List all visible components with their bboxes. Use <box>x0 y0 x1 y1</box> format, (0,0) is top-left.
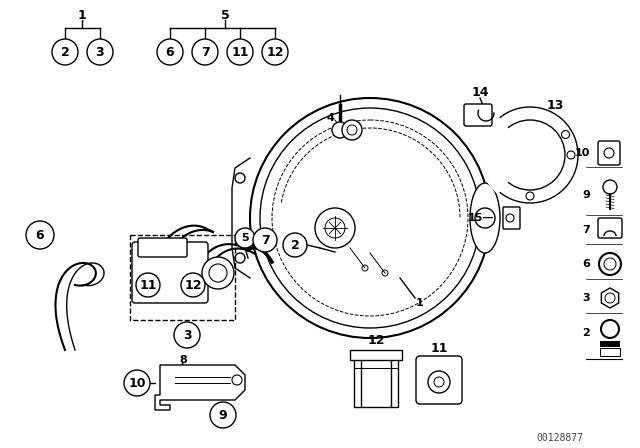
Circle shape <box>202 257 234 289</box>
Text: 7: 7 <box>200 46 209 59</box>
Bar <box>600 348 620 356</box>
Text: 10: 10 <box>128 376 146 389</box>
Text: 1: 1 <box>416 298 424 308</box>
Text: 9: 9 <box>219 409 227 422</box>
Text: 12: 12 <box>367 333 385 346</box>
Text: 12: 12 <box>266 46 284 59</box>
Text: 3: 3 <box>182 328 191 341</box>
Text: 11: 11 <box>430 341 448 354</box>
Text: 9: 9 <box>582 190 590 200</box>
Bar <box>130 235 235 320</box>
Bar <box>350 350 402 360</box>
Circle shape <box>124 370 150 396</box>
FancyBboxPatch shape <box>503 207 520 229</box>
Bar <box>600 341 620 347</box>
Circle shape <box>227 39 253 65</box>
Text: 4: 4 <box>326 113 334 123</box>
Circle shape <box>283 233 307 257</box>
Circle shape <box>482 107 578 203</box>
Circle shape <box>210 402 236 428</box>
FancyBboxPatch shape <box>464 104 492 126</box>
Circle shape <box>157 39 183 65</box>
Text: 6: 6 <box>582 259 590 269</box>
Circle shape <box>342 120 362 140</box>
FancyBboxPatch shape <box>138 238 187 257</box>
Text: 12: 12 <box>184 279 202 292</box>
Circle shape <box>174 322 200 348</box>
Wedge shape <box>480 116 530 193</box>
Text: 8: 8 <box>179 355 187 365</box>
FancyBboxPatch shape <box>132 242 208 303</box>
Text: 2: 2 <box>291 238 300 251</box>
Circle shape <box>52 39 78 65</box>
Text: 14: 14 <box>471 86 489 99</box>
Text: 1: 1 <box>77 9 86 22</box>
Text: 13: 13 <box>547 99 564 112</box>
Text: 6: 6 <box>166 46 174 59</box>
Text: 6: 6 <box>36 228 44 241</box>
Polygon shape <box>602 288 619 308</box>
Text: 3: 3 <box>582 293 590 303</box>
FancyBboxPatch shape <box>598 141 620 165</box>
Circle shape <box>250 98 490 338</box>
FancyBboxPatch shape <box>354 357 398 407</box>
Text: 7: 7 <box>260 233 269 246</box>
Circle shape <box>26 221 54 249</box>
FancyBboxPatch shape <box>598 218 622 238</box>
Text: 3: 3 <box>96 46 104 59</box>
Text: 10: 10 <box>575 148 590 158</box>
Text: 11: 11 <box>140 279 157 292</box>
Circle shape <box>87 39 113 65</box>
Text: 5: 5 <box>241 233 249 243</box>
Circle shape <box>332 122 348 138</box>
Text: 00128877: 00128877 <box>536 433 584 443</box>
Text: 11: 11 <box>231 46 249 59</box>
Circle shape <box>235 228 255 248</box>
Circle shape <box>253 228 277 252</box>
Text: 15—: 15— <box>467 213 494 223</box>
Ellipse shape <box>470 183 500 253</box>
Circle shape <box>181 273 205 297</box>
Text: 2: 2 <box>61 46 69 59</box>
FancyBboxPatch shape <box>416 356 462 404</box>
Circle shape <box>136 273 160 297</box>
Text: 2: 2 <box>582 328 590 338</box>
Text: 5: 5 <box>221 9 229 22</box>
Text: 7: 7 <box>582 225 590 235</box>
Circle shape <box>192 39 218 65</box>
Polygon shape <box>155 365 245 410</box>
Circle shape <box>262 39 288 65</box>
